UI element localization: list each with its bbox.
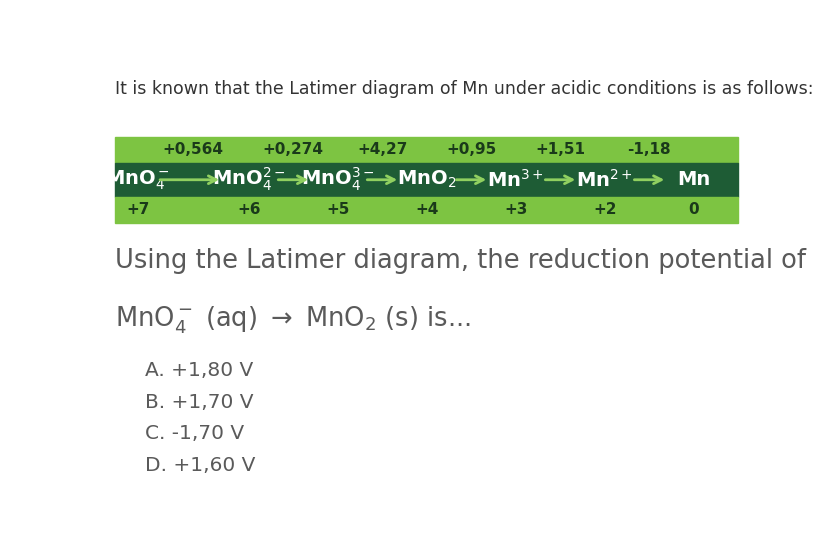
Text: MnO$_2$: MnO$_2$ — [397, 169, 456, 190]
Text: +7: +7 — [126, 202, 149, 217]
Text: +6: +6 — [237, 202, 260, 217]
Bar — [115, 162, 738, 197]
Text: C. -1,70 V: C. -1,70 V — [145, 424, 244, 443]
Bar — [115, 137, 738, 162]
Text: +5: +5 — [325, 202, 349, 217]
Text: It is known that the Latimer diagram of Mn under acidic conditions is as follows: It is known that the Latimer diagram of … — [115, 80, 813, 98]
Text: MnO$_4^-$: MnO$_4^-$ — [105, 168, 170, 191]
Text: +3: +3 — [503, 202, 527, 217]
Text: Mn$^{2+}$: Mn$^{2+}$ — [575, 169, 633, 191]
Text: Mn$^{3+}$: Mn$^{3+}$ — [487, 169, 543, 191]
Text: +2: +2 — [592, 202, 616, 217]
Text: +0,274: +0,274 — [262, 142, 324, 157]
Text: -1,18: -1,18 — [627, 142, 671, 157]
Text: MnO$_4^{2-}$: MnO$_4^{2-}$ — [212, 166, 285, 193]
Text: MnO$_4^{3-}$: MnO$_4^{3-}$ — [301, 166, 374, 193]
Text: D. +1,60 V: D. +1,60 V — [145, 456, 256, 475]
Text: MnO$_4^-$ (aq) $\rightarrow$ MnO$_2$ (s) is...: MnO$_4^-$ (aq) $\rightarrow$ MnO$_2$ (s)… — [115, 305, 470, 336]
Text: +0,564: +0,564 — [162, 142, 224, 157]
Bar — [115, 197, 738, 223]
Text: Mn: Mn — [676, 170, 710, 189]
Text: +1,51: +1,51 — [535, 142, 585, 157]
Text: B. +1,70 V: B. +1,70 V — [145, 393, 253, 411]
Text: +4,27: +4,27 — [357, 142, 407, 157]
Text: 0: 0 — [688, 202, 698, 217]
Text: Using the Latimer diagram, the reduction potential of: Using the Latimer diagram, the reduction… — [115, 248, 805, 274]
Text: A. +1,80 V: A. +1,80 V — [145, 361, 253, 380]
Text: +4: +4 — [415, 202, 438, 217]
Text: +0,95: +0,95 — [445, 142, 496, 157]
